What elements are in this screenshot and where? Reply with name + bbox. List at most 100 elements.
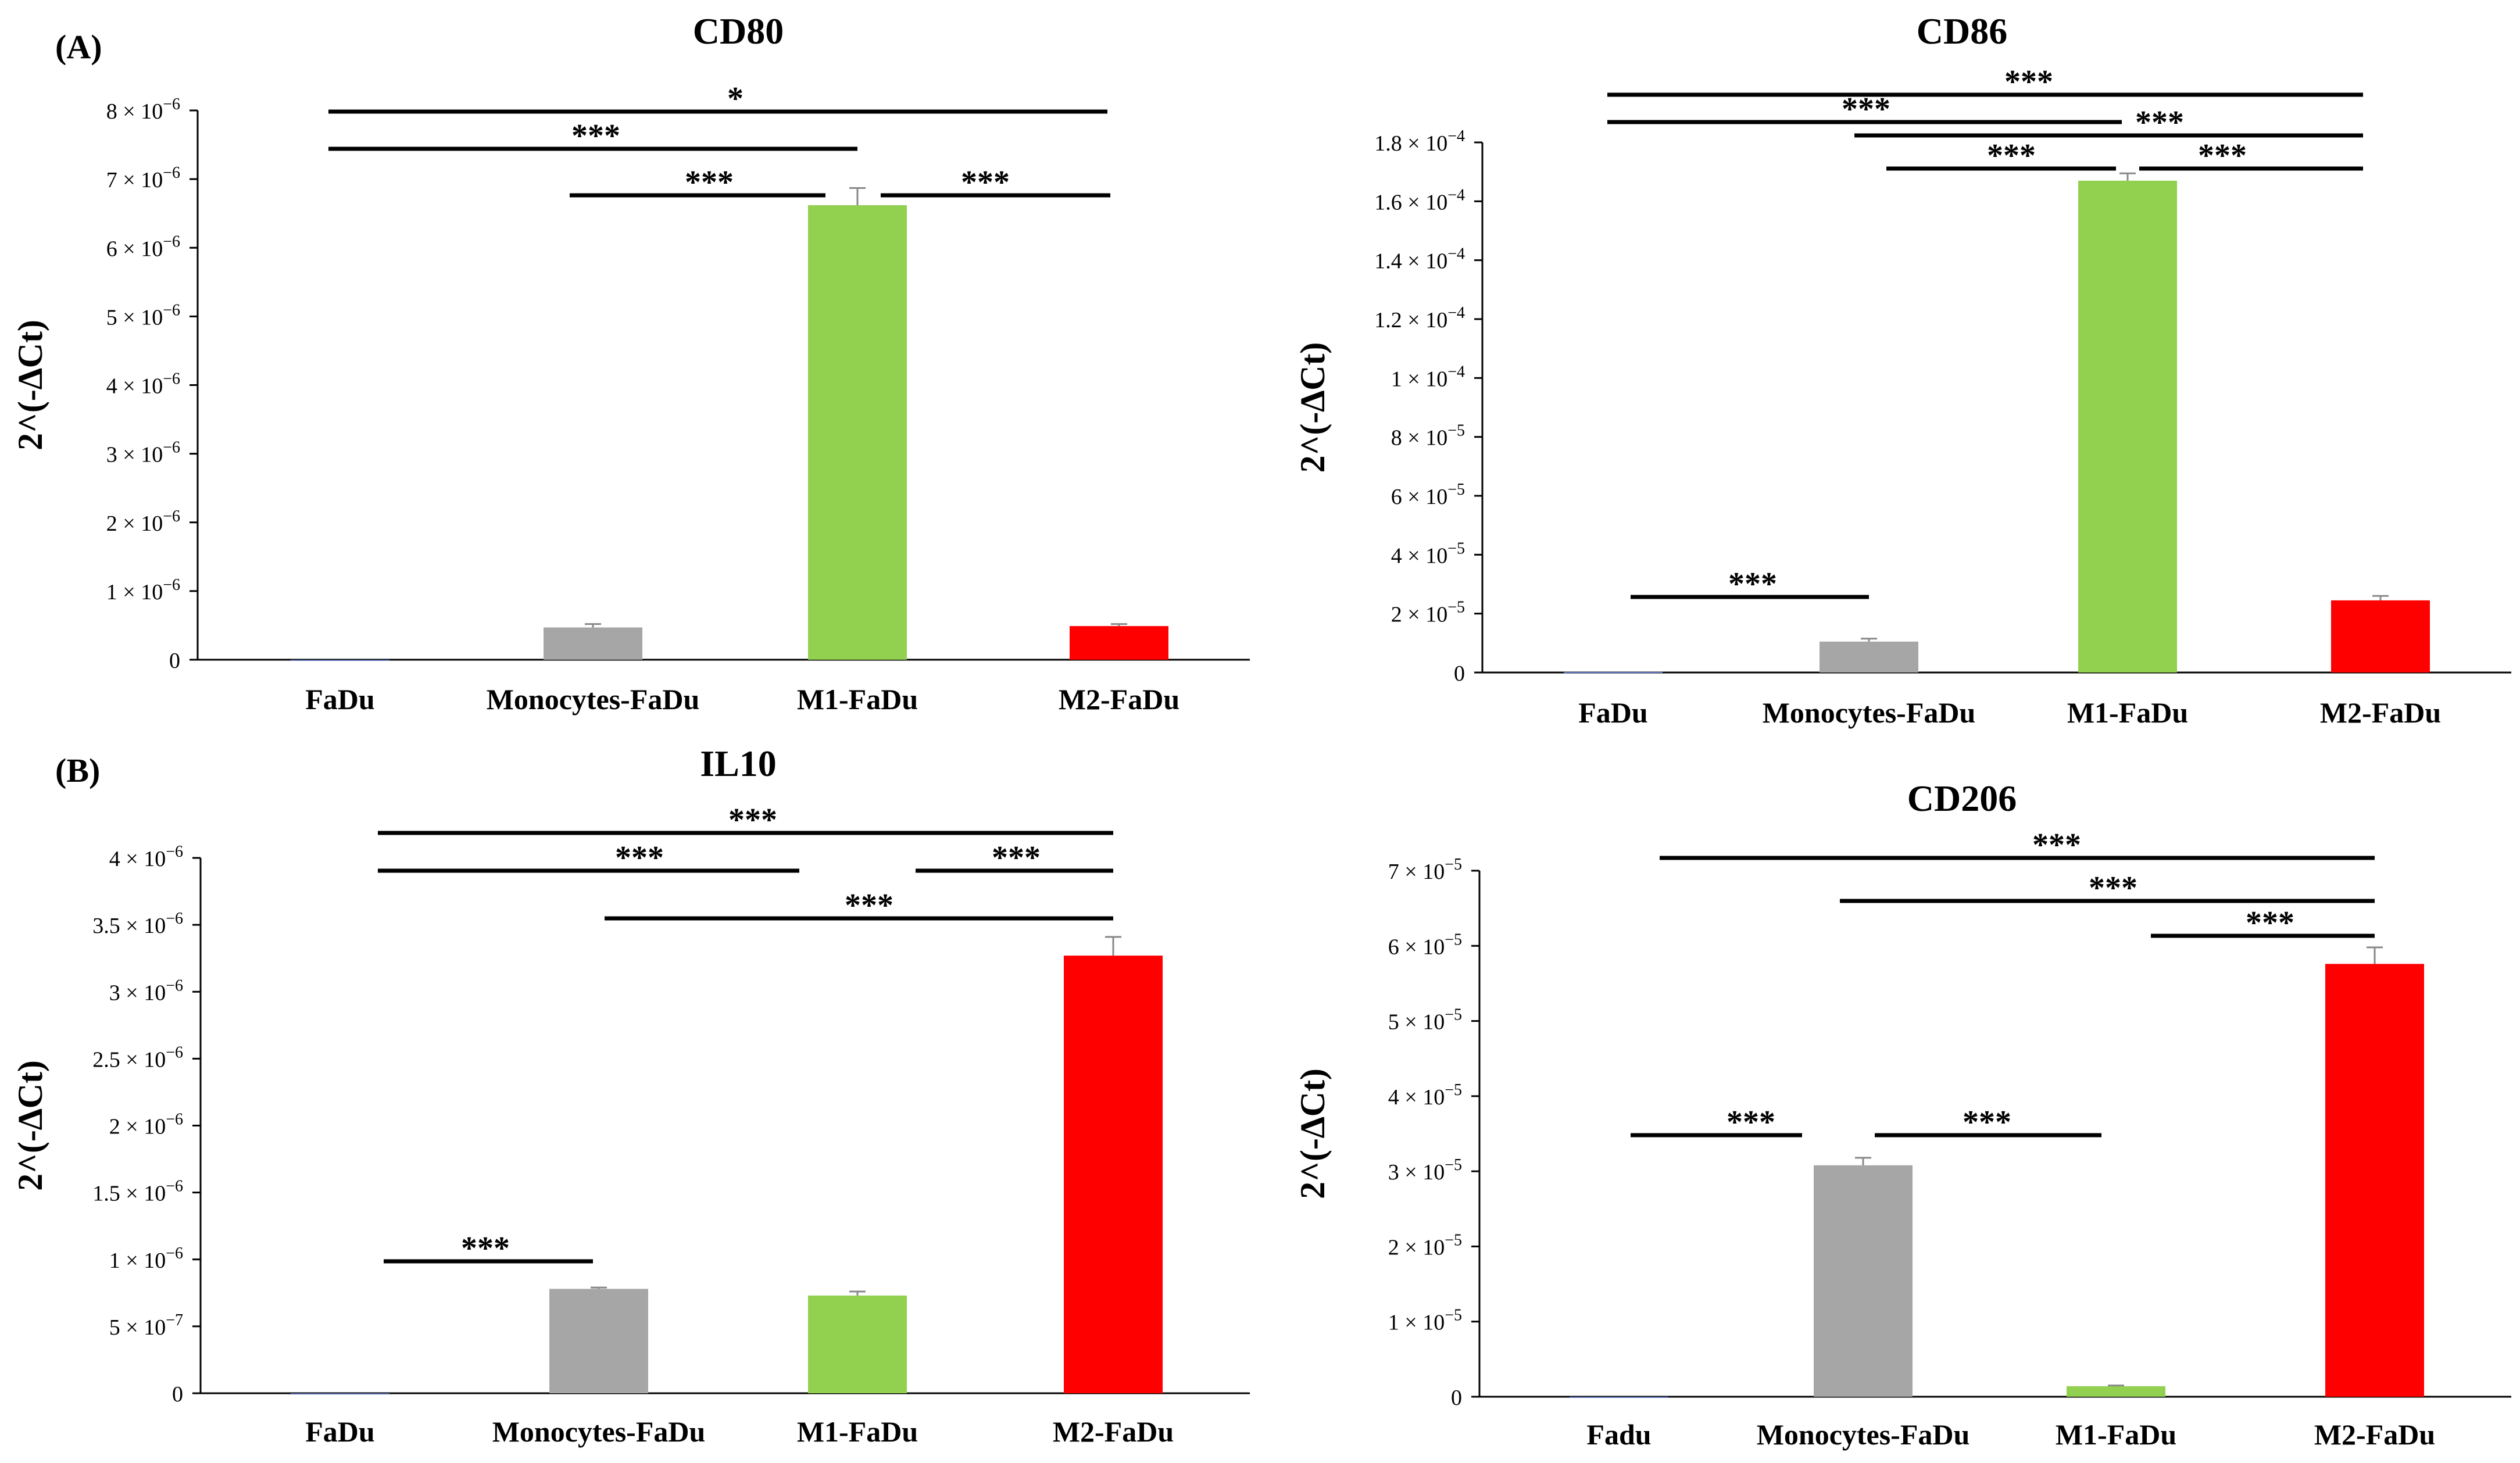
category-label: Monocytes-FaDu	[492, 1415, 706, 1448]
y-tick-exponent: −6	[163, 164, 180, 182]
y-tick-exponent: −6	[163, 576, 180, 594]
category-label: M1-FaDu	[2056, 1418, 2176, 1451]
bar-monocytes-fadu	[544, 627, 642, 660]
category-label: M2-FaDu	[1059, 683, 1179, 716]
chart-il10: IL10 2^(-∆Ct) 0 5 × 10−7 1 × 10−6 1.5 × 10−6 2…	[11, 743, 1250, 1448]
chart-cd80: CD80 2^(-∆Ct) 0 1 × 10−6 2 × 10−6 3 × 10−6 4 ×…	[11, 10, 1250, 716]
category-label: FaDu	[305, 683, 374, 716]
bar-m1-fadu	[2078, 180, 2177, 673]
y-tick-label: 2 × 10−6	[106, 507, 180, 536]
y-tick-label: 3 × 10−6	[109, 976, 183, 1005]
y-tick-label: 1.4 × 10−4	[1374, 245, 1465, 274]
chart-cd206: CD206 2^(-∆Ct) 0 1 × 10−5 2 × 10−5 3 × 10−5 4 …	[1293, 778, 2511, 1451]
y-tick-exponent: −5	[1447, 539, 1465, 557]
significance-label: ***	[1987, 138, 2036, 174]
bar-monocytes-fadu	[1820, 641, 1918, 673]
significance-label: ***	[2032, 827, 2081, 863]
y-axis-label: 2^(-∆Ct)	[11, 320, 49, 450]
category-label: M1-FaDu	[797, 683, 918, 716]
category-label: M2-FaDu	[2320, 696, 2441, 729]
y-tick-label: 2 × 10−6	[109, 1111, 183, 1139]
y-tick-exponent: −6	[166, 1244, 183, 1262]
y-tick-exponent: −6	[166, 1043, 183, 1061]
y-tick-label: 4 × 10−6	[109, 843, 183, 871]
significance-label: ***	[2089, 870, 2137, 906]
y-tick-label: 0	[1451, 1386, 1462, 1410]
y-tick-label: 8 × 10−5	[1391, 422, 1465, 450]
y-tick-exponent: −6	[163, 301, 180, 319]
y-tick-label: 6 × 10−6	[106, 232, 180, 261]
significance-label: ***	[571, 118, 620, 154]
y-tick-exponent: −6	[163, 439, 180, 457]
chart-cd86: CD86 2^(-∆Ct) 0 2 × 10−5 4 × 10−5 6 × 10−5 8 ×…	[1293, 10, 2511, 729]
y-tick-label: 0	[169, 649, 180, 673]
bar-m2-fadu	[2331, 600, 2430, 673]
y-tick-exponent: −7	[166, 1311, 183, 1329]
y-tick-exponent: −5	[1447, 599, 1465, 617]
significance-label: ***	[845, 888, 893, 924]
y-tick-label: 4 × 10−5	[1391, 539, 1465, 568]
y-tick-exponent: −6	[163, 370, 180, 388]
significance-label: ***	[2198, 138, 2247, 174]
significance-label: ***	[2246, 905, 2294, 941]
y-tick-label: 4 × 10−6	[106, 370, 180, 399]
panel-label-a: (A)	[55, 28, 102, 66]
y-axis-label: 2^(-∆Ct)	[1293, 342, 1332, 473]
significance-label: ***	[1728, 566, 1777, 602]
y-tick-exponent: −6	[163, 507, 180, 525]
y-tick-exponent: −6	[166, 1178, 183, 1196]
y-tick-label: 2 × 10−5	[1391, 599, 1465, 627]
y-tick-exponent: −6	[163, 232, 180, 251]
y-tick-label: 3 × 10−5	[1388, 1156, 1462, 1185]
category-label: Monocytes-FaDu	[1757, 1418, 1970, 1451]
category-label: Fadu	[1586, 1418, 1651, 1451]
y-tick-exponent: −5	[1445, 1156, 1462, 1174]
bar-monocytes-fadu	[1814, 1165, 1913, 1397]
y-tick-exponent: −5	[1445, 1307, 1462, 1325]
y-tick-label: 1.2 × 10−4	[1374, 304, 1465, 332]
significance-label: ***	[461, 1231, 510, 1267]
bar-fadu	[291, 660, 389, 661]
y-tick-exponent: −5	[1445, 1006, 1462, 1024]
y-tick-label: 1 × 10−5	[1388, 1307, 1462, 1335]
y-tick-exponent: −4	[1447, 245, 1465, 263]
category-label: FaDu	[1578, 696, 1647, 729]
y-tick-label: 3 × 10−6	[106, 439, 180, 467]
category-label: M2-FaDu	[2314, 1418, 2435, 1451]
y-tick-exponent: −6	[166, 976, 183, 995]
bar-m2-fadu	[2325, 964, 2424, 1397]
bar-m2-fadu	[1070, 626, 1168, 660]
bar-m2-fadu	[1064, 956, 1163, 1393]
y-tick-label: 2 × 10−5	[1388, 1231, 1462, 1260]
y-tick-label: 1 × 10−4	[1391, 363, 1465, 391]
chart-title: IL10	[700, 743, 777, 784]
significance-label: ***	[2135, 105, 2184, 141]
y-tick-label: 7 × 10−5	[1388, 856, 1462, 884]
y-tick-exponent: −4	[1447, 363, 1465, 381]
y-tick-label: 1.6 × 10−4	[1374, 186, 1465, 214]
y-tick-exponent: −5	[1447, 481, 1465, 499]
y-tick-label: 5 × 10−7	[109, 1311, 183, 1340]
significance-label: ***	[992, 840, 1041, 876]
y-tick-label: 7 × 10−6	[106, 164, 180, 192]
y-tick-exponent: −5	[1445, 1231, 1462, 1249]
y-tick-label: 1 × 10−6	[109, 1244, 183, 1273]
y-tick-exponent: −5	[1445, 1081, 1462, 1099]
y-tick-label: 1 × 10−6	[106, 576, 180, 604]
y-tick-exponent: −5	[1445, 856, 1462, 874]
y-axis-label: 2^(-∆Ct)	[11, 1060, 49, 1191]
category-label: M1-FaDu	[2067, 696, 2188, 729]
y-tick-label: 6 × 10−5	[1388, 931, 1462, 959]
significance-label: ***	[615, 840, 664, 876]
y-tick-label: 2.5 × 10−6	[92, 1043, 183, 1072]
chart-title: CD86	[1917, 10, 2007, 52]
category-label: FaDu	[305, 1415, 374, 1448]
significance-label: ***	[685, 164, 734, 201]
bar-m1-fadu	[808, 1295, 907, 1393]
bar-m1-fadu	[808, 205, 907, 660]
significance-label: ***	[1963, 1104, 2011, 1140]
significance-label: ***	[728, 802, 777, 838]
category-label: M2-FaDu	[1053, 1415, 1174, 1448]
bar-fadu	[1564, 671, 1663, 673]
